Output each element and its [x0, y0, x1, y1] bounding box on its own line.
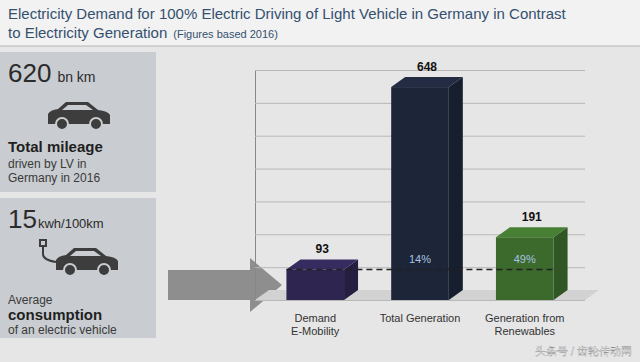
- panel-box: [0, 198, 156, 338]
- info-panel: 15kwh/100km Averageconsumptionof an elect…: [0, 198, 156, 338]
- bar: [286, 269, 344, 300]
- car-window: [62, 105, 93, 110]
- reference-line: [286, 269, 553, 271]
- panel-text: driven by LV in: [8, 157, 87, 171]
- plot-area: [286, 77, 567, 300]
- panel-text: Germany in 2016: [8, 171, 100, 185]
- car-wheel: [56, 118, 68, 130]
- panel-text: Total mileage: [8, 138, 103, 155]
- text-line: Total Generation: [380, 312, 461, 324]
- title-band: [0, 0, 640, 46]
- arrow: [168, 258, 282, 312]
- axis-line: [256, 71, 586, 301]
- text-line: E-Mobility: [291, 325, 340, 337]
- text-line: Electricity Demand for 100% Electric Dri…: [8, 5, 567, 22]
- data-label: 191: [522, 210, 542, 224]
- panel-text: of an electric vehicle: [8, 323, 117, 337]
- title-rule: [0, 46, 640, 47]
- data-label: 648: [417, 60, 437, 74]
- panel-box: [0, 52, 156, 192]
- bar-group: [496, 227, 568, 300]
- category-label: Generation fromRenewables: [485, 312, 564, 337]
- bar: [391, 87, 449, 300]
- category-label: DemandE-Mobility: [291, 312, 340, 337]
- y-axis: [255, 71, 585, 301]
- bar-side: [449, 77, 463, 300]
- car-wheel: [98, 264, 110, 276]
- big-number: 15: [8, 204, 37, 234]
- unit: kwh/100km: [38, 216, 104, 231]
- bar-top: [391, 77, 463, 87]
- plug-icon: [40, 240, 56, 262]
- bar-top: [286, 259, 358, 269]
- panel-text: Average: [8, 293, 53, 307]
- subtitle: (Figures based 2016): [173, 28, 278, 40]
- car-icon: [40, 240, 118, 276]
- car-icon: [48, 102, 110, 130]
- bar: [496, 237, 554, 300]
- tick: [255, 300, 585, 301]
- bar-side: [554, 227, 568, 300]
- title: Electricity Demand for 100% Electric Dri…: [8, 5, 567, 41]
- text-line: Demand: [294, 312, 336, 324]
- background: [0, 0, 640, 362]
- info-panel: 620 bn km Total mileage driven by LV inGerm…: [0, 52, 156, 192]
- text-line: to Electricity Generation: [8, 24, 167, 41]
- watermark: 头条号 / 齿轮传动网: [535, 345, 632, 357]
- text-line: Renewables: [494, 325, 555, 337]
- unit: bn km: [57, 69, 95, 85]
- share-label: 49%: [514, 253, 536, 265]
- car-wheel: [64, 264, 76, 276]
- bar-top: [496, 227, 568, 237]
- big-number: 620: [8, 58, 51, 88]
- bar-group: [286, 259, 358, 300]
- grid-line: [255, 300, 585, 301]
- data-label: 93: [316, 242, 330, 256]
- category-label: Total Generation: [380, 312, 461, 324]
- car-wheel: [90, 118, 102, 130]
- text-line: Generation from: [485, 312, 564, 324]
- panel-text: consumption: [8, 306, 102, 323]
- bar-group: [391, 77, 463, 300]
- share-label: 14%: [409, 253, 431, 265]
- car-window: [70, 251, 101, 256]
